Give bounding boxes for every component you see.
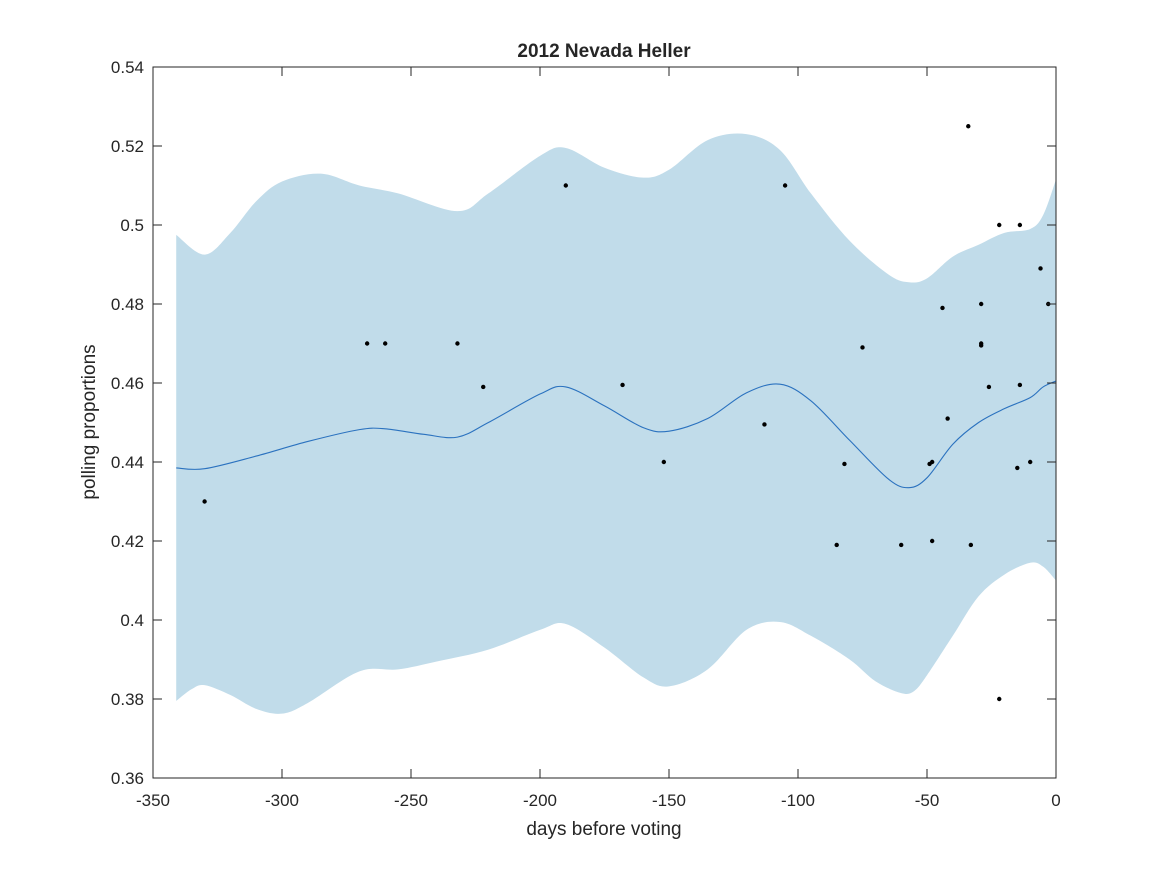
x-tick-label: -300 [265,791,299,810]
y-tick-label: 0.36 [111,769,144,788]
confidence-band [176,133,1057,714]
data-point [1017,382,1023,388]
x-ticks: -350 -300 -250 -200 -150 -100 -50 0 [136,67,1061,810]
y-tick-label: 0.4 [120,611,144,630]
x-tick-label: -350 [136,791,170,810]
data-point [966,124,971,129]
data-point [762,422,767,427]
data-point [563,183,568,188]
data-point [782,183,788,188]
data-point [997,696,1002,702]
data-point [481,384,486,390]
data-point [899,542,904,548]
chart-title: 2012 Nevada Heller [517,41,691,62]
y-ticks: 0.36 0.38 0.4 0.42 0.44 0.46 0.48 0.5 0.52 0.54 [111,58,1056,788]
data-point [940,305,945,311]
data-point [1028,459,1033,465]
x-axis-label: days before voting [526,819,681,840]
data-point [364,341,370,346]
data-point [978,343,984,348]
plot-frame [152,66,1057,779]
data-point [834,542,839,548]
data-point [1017,222,1023,228]
x-tick-label: -50 [915,791,940,810]
y-tick-label: 0.44 [111,453,144,472]
data-point [842,461,847,467]
y-axis-label: polling proportions [79,344,100,499]
data-point [620,382,625,388]
data-point [978,301,984,307]
data-point [383,341,388,346]
y-tick-label: 0.38 [111,690,144,709]
x-tick-label: -100 [781,791,815,810]
data-point [986,384,992,390]
data-point [997,222,1002,228]
y-tick-label: 0.52 [111,137,144,156]
data-points [202,124,1051,702]
data-point [1015,465,1020,471]
data-point [1038,266,1043,271]
y-tick-label: 0.54 [111,58,144,77]
x-tick-label: -200 [523,791,557,810]
data-point [929,538,935,544]
y-tick-label: 0.42 [111,532,144,551]
data-point [455,341,460,346]
y-tick-label: 0.48 [111,295,144,314]
data-point [661,459,667,465]
data-point [202,499,207,504]
mean-line [176,380,1057,489]
data-point [945,416,950,421]
data-point [929,459,935,465]
y-tick-label: 0.46 [111,374,144,393]
x-tick-label: 0 [1051,791,1060,810]
y-tick-label: 0.5 [120,216,144,235]
x-tick-label: -150 [652,791,686,810]
x-tick-label: -250 [394,791,428,810]
data-point [860,345,865,350]
data-point [968,542,974,548]
